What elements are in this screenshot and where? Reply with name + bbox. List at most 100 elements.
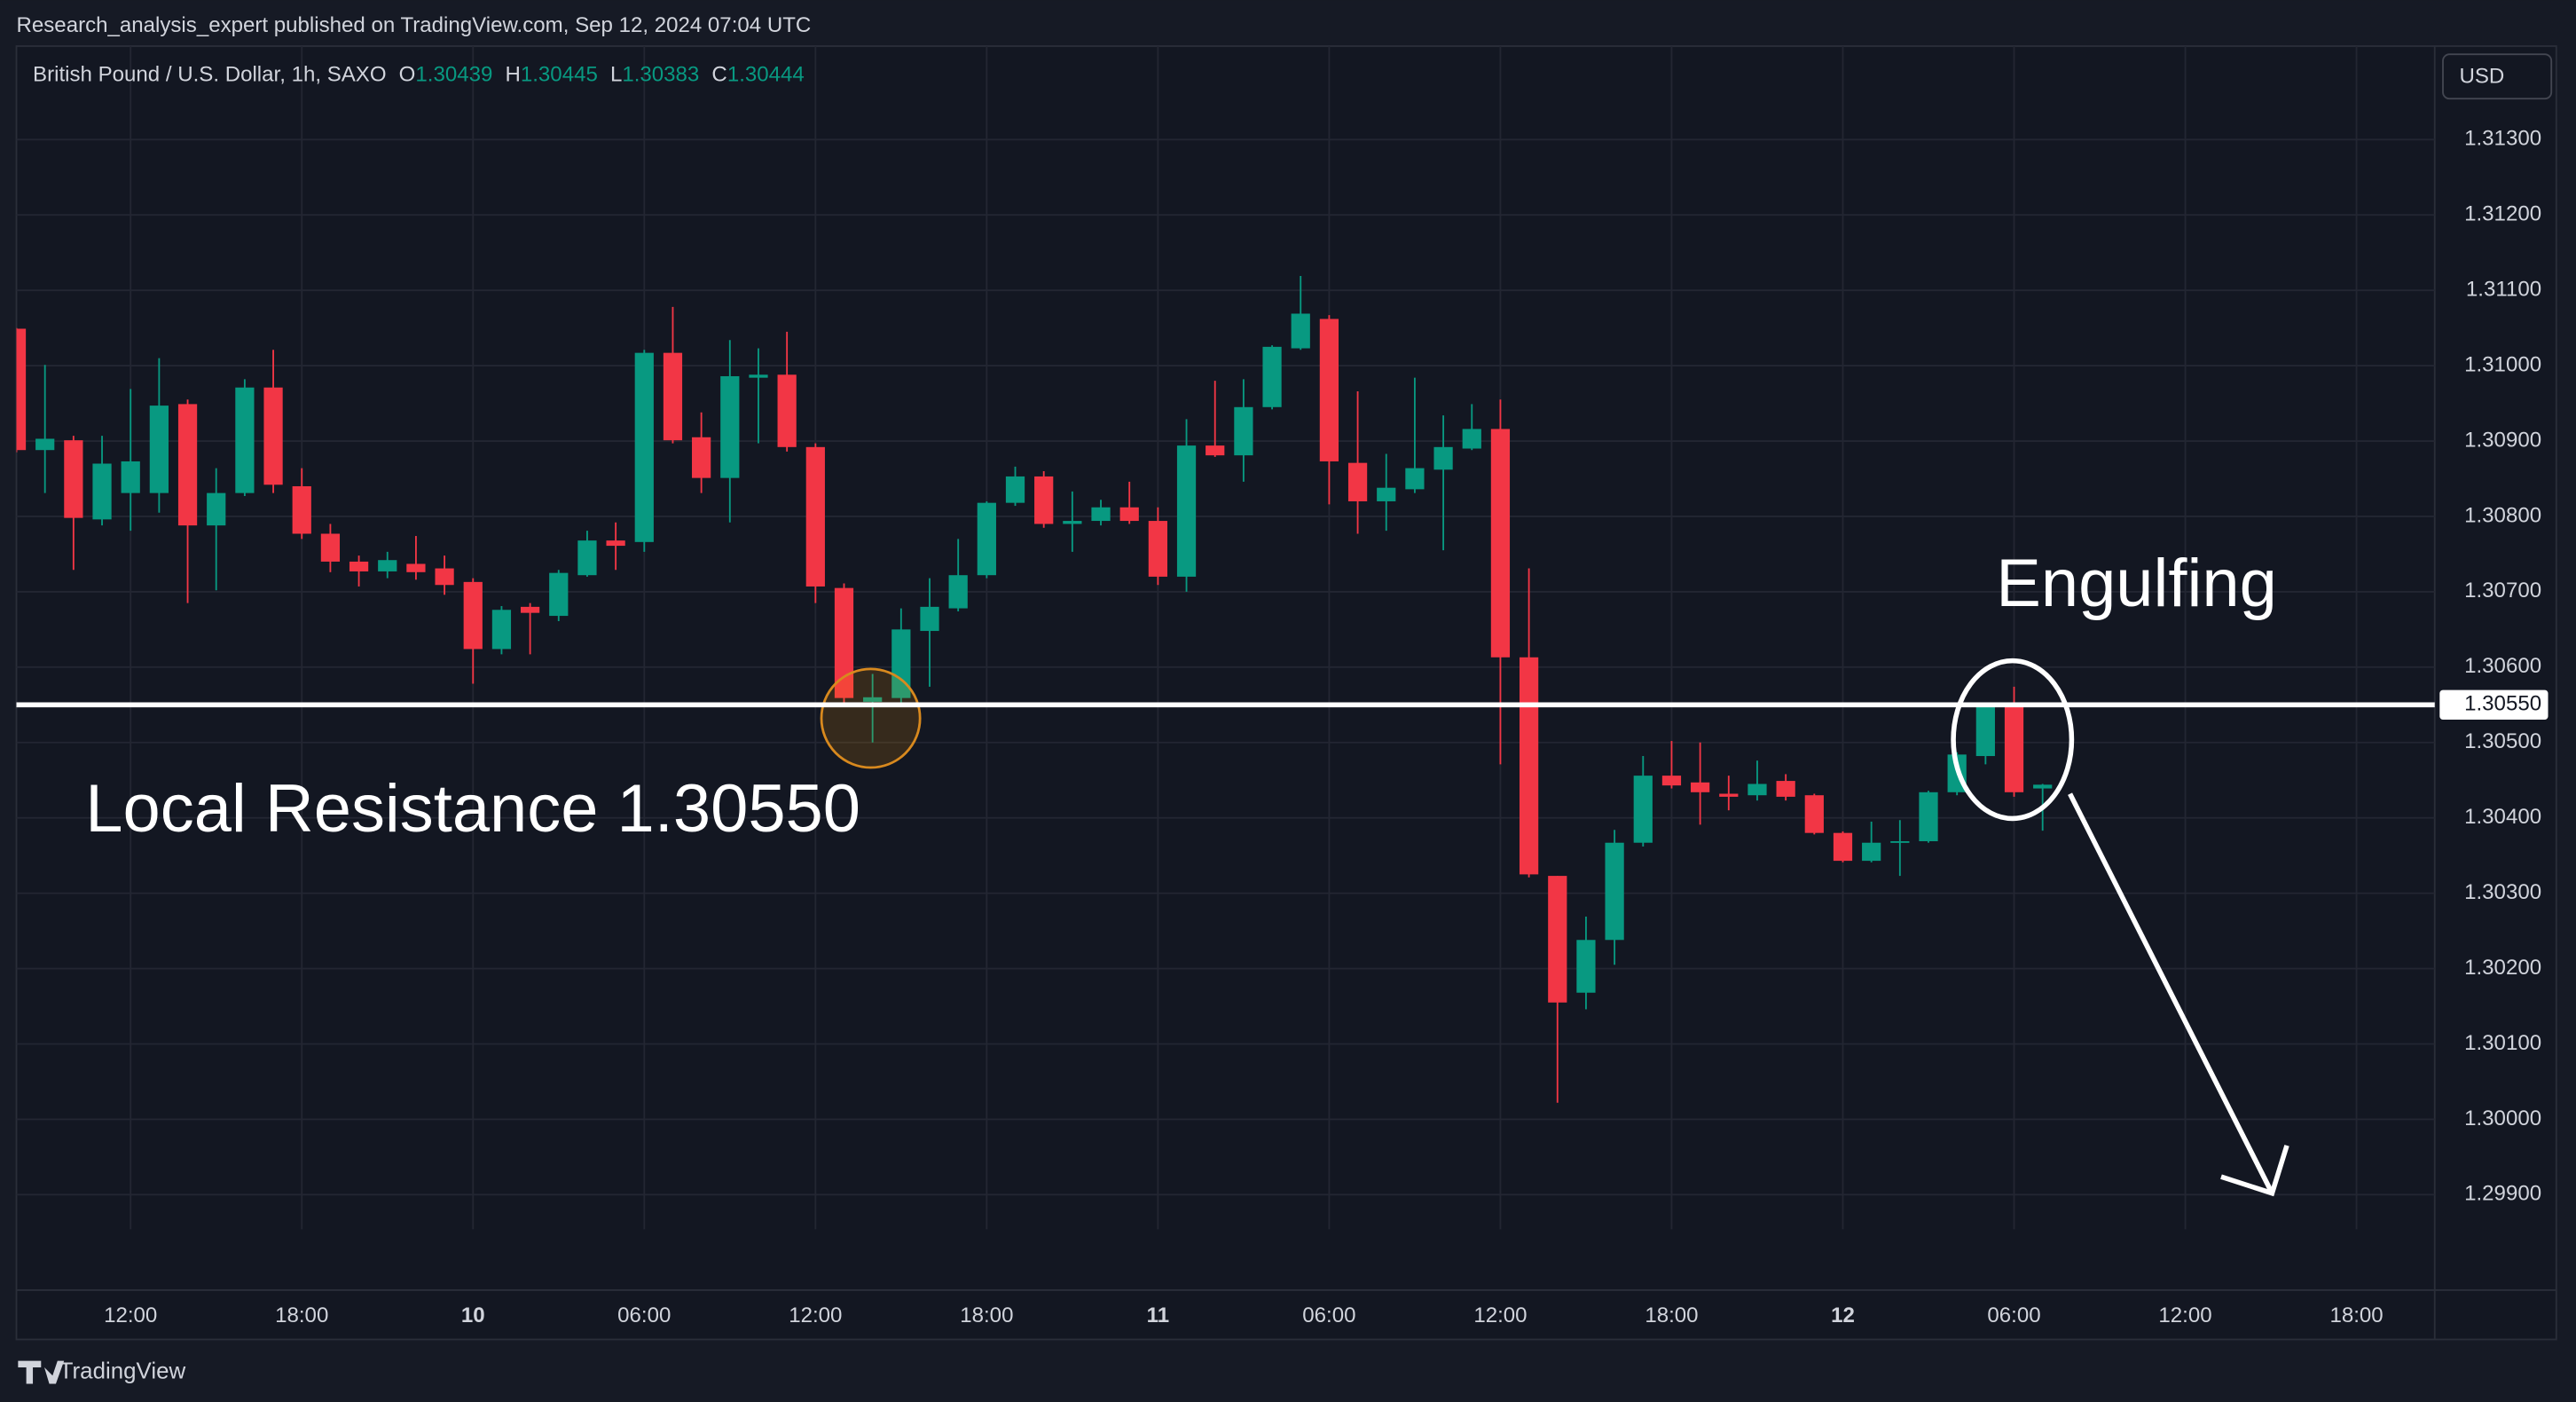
candle-body (606, 540, 625, 547)
candle-body (634, 352, 654, 542)
candle-body (1433, 446, 1453, 470)
candle-body (520, 606, 540, 613)
candle-body (235, 387, 255, 493)
ohlc-value: 1.30444 (727, 63, 805, 87)
candle-body (805, 446, 825, 587)
candle-body (406, 563, 426, 572)
annotation-text: Local Resistance 1.30550 (85, 771, 860, 847)
candle-body (92, 463, 112, 520)
highlight-ellipse (1951, 658, 2075, 822)
candle-body (121, 461, 140, 493)
candle-body (1347, 462, 1368, 501)
candle-body (16, 328, 27, 451)
candle-body (1119, 507, 1139, 522)
y-tick-label: 1.31300 (2464, 127, 2541, 151)
candle-body (1691, 782, 1710, 792)
candle-body (920, 606, 939, 632)
plot (16, 45, 2435, 1230)
x-tick-label: 06:00 (1302, 1304, 1355, 1327)
candle-body (1576, 940, 1596, 993)
candle-body (777, 374, 797, 447)
currency-button[interactable] (2442, 53, 2553, 100)
y-tick-label: 1.30700 (2464, 579, 2541, 603)
candle-body (1633, 776, 1653, 843)
brand-name: TradingView (59, 1359, 186, 1383)
candle-body (549, 572, 569, 617)
candle-body (1234, 406, 1253, 456)
ohlc-prefix: O (399, 63, 416, 87)
candle-body (320, 533, 341, 562)
currency-label[interactable]: USD (2460, 65, 2505, 89)
candle-body (1890, 841, 1910, 843)
y-tick-label: 1.31200 (2464, 202, 2541, 226)
candle-body (948, 575, 968, 609)
candle-body (1804, 795, 1824, 833)
x-tick-label: 18:00 (960, 1304, 1013, 1327)
x-tick-label: 10 (461, 1304, 485, 1327)
candle-body (834, 587, 854, 698)
highlight-circle (820, 667, 922, 769)
candle-body (207, 492, 226, 526)
candle-body (491, 610, 512, 650)
candle-body (435, 568, 454, 586)
ohlc-prefix: C (711, 63, 726, 87)
candle-body (1747, 784, 1767, 796)
candle-body (663, 352, 683, 441)
candle-body (1833, 832, 1853, 862)
candle-body (1063, 521, 1082, 524)
arrow-head (2220, 1145, 2289, 1197)
candle-body (177, 404, 198, 526)
candle-body (463, 581, 483, 650)
y-tick-label: 1.31100 (2466, 278, 2541, 302)
candle-body (720, 375, 740, 478)
candle-body (2004, 705, 2024, 792)
ohlc-prefix: H (505, 63, 520, 87)
candle-body (1262, 346, 1282, 407)
y-tick-label: 1.30200 (2464, 956, 2541, 980)
candle-body (1661, 776, 1682, 786)
y-tick-label: 1.29900 (2464, 1182, 2541, 1206)
candle-body (1005, 476, 1025, 503)
candle-body (292, 485, 311, 534)
candle-body (863, 697, 883, 702)
x-tick-label: 12 (1831, 1304, 1855, 1327)
x-tick-label: 12:00 (104, 1304, 157, 1327)
y-tick-label: 1.30400 (2464, 805, 2541, 829)
candle-body (1719, 793, 1739, 797)
candle-body (1462, 429, 1481, 449)
candle-body (977, 502, 996, 576)
y-tick-label: 1.30600 (2464, 654, 2541, 678)
price-label: 1.30550 (2464, 692, 2541, 716)
candle-body (1975, 705, 1995, 757)
candle-body (1176, 445, 1197, 577)
candle-body (1377, 487, 1396, 501)
candle-body (64, 440, 83, 518)
candle-body (1490, 429, 1511, 658)
x-tick-label: 18:00 (1645, 1304, 1698, 1327)
x-tick-label: 06:00 (1987, 1304, 2040, 1327)
y-tick-label: 1.31000 (2464, 352, 2541, 376)
brand-logo (18, 1360, 65, 1384)
x-tick-label: 12:00 (1473, 1304, 1527, 1327)
candle-body (378, 560, 397, 571)
candle-body (1206, 445, 1225, 456)
candle-body (1291, 313, 1310, 349)
candle-body (692, 437, 711, 478)
ohlc-prefix: L (610, 63, 622, 87)
ohlc-value: 1.30439 (415, 63, 492, 87)
x-tick-label: 12:00 (2158, 1304, 2211, 1327)
candle-body (1776, 781, 1795, 797)
x-tick-label: 18:00 (275, 1304, 328, 1327)
symbol-legend: British Pound / U.S. Dollar, 1h, SAXO O1… (33, 63, 805, 87)
candle-body (1605, 842, 1624, 941)
ohlc-value: 1.30445 (521, 63, 598, 87)
x-tick-label: 11 (1147, 1304, 1169, 1327)
x-tick-label: 06:00 (617, 1304, 671, 1327)
arrow-shaft (2068, 792, 2274, 1194)
candle-body (349, 561, 369, 571)
y-tick-label: 1.30500 (2464, 729, 2541, 753)
symbol-title: British Pound / U.S. Dollar, 1h, SAXO (33, 63, 387, 87)
y-tick-label: 1.30000 (2464, 1107, 2541, 1130)
